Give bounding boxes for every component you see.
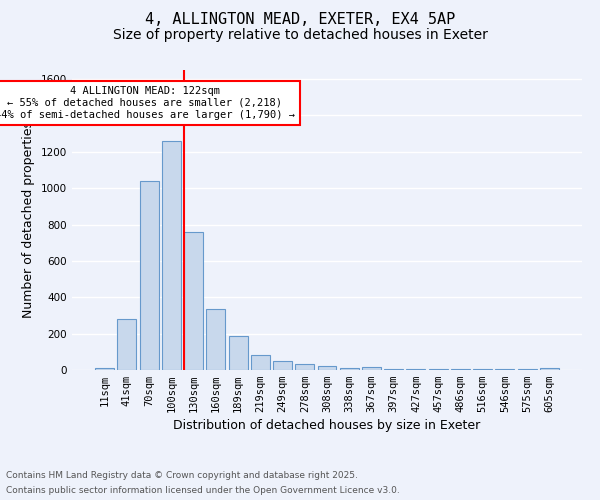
Bar — [184, 232, 203, 370]
Bar — [118, 319, 136, 370]
Bar — [206, 309, 225, 370]
Bar — [229, 336, 248, 370]
Bar — [362, 368, 381, 370]
Text: Size of property relative to detached houses in Exeter: Size of property relative to detached ho… — [113, 28, 487, 42]
Bar — [273, 361, 292, 370]
Bar — [251, 354, 270, 370]
Text: Contains HM Land Registry data © Crown copyright and database right 2025.: Contains HM Land Registry data © Crown c… — [6, 471, 358, 480]
Bar — [140, 181, 158, 370]
Bar — [340, 368, 359, 370]
Bar — [384, 369, 403, 370]
Text: 4 ALLINGTON MEAD: 122sqm
← 55% of detached houses are smaller (2,218)
44% of sem: 4 ALLINGTON MEAD: 122sqm ← 55% of detach… — [0, 86, 295, 120]
Bar — [95, 368, 114, 370]
Bar — [540, 368, 559, 370]
Y-axis label: Number of detached properties: Number of detached properties — [22, 122, 35, 318]
Bar — [317, 366, 337, 370]
Bar — [162, 141, 181, 370]
Text: Contains public sector information licensed under the Open Government Licence v3: Contains public sector information licen… — [6, 486, 400, 495]
Text: 4, ALLINGTON MEAD, EXETER, EX4 5AP: 4, ALLINGTON MEAD, EXETER, EX4 5AP — [145, 12, 455, 28]
X-axis label: Distribution of detached houses by size in Exeter: Distribution of detached houses by size … — [173, 420, 481, 432]
Bar — [295, 364, 314, 370]
